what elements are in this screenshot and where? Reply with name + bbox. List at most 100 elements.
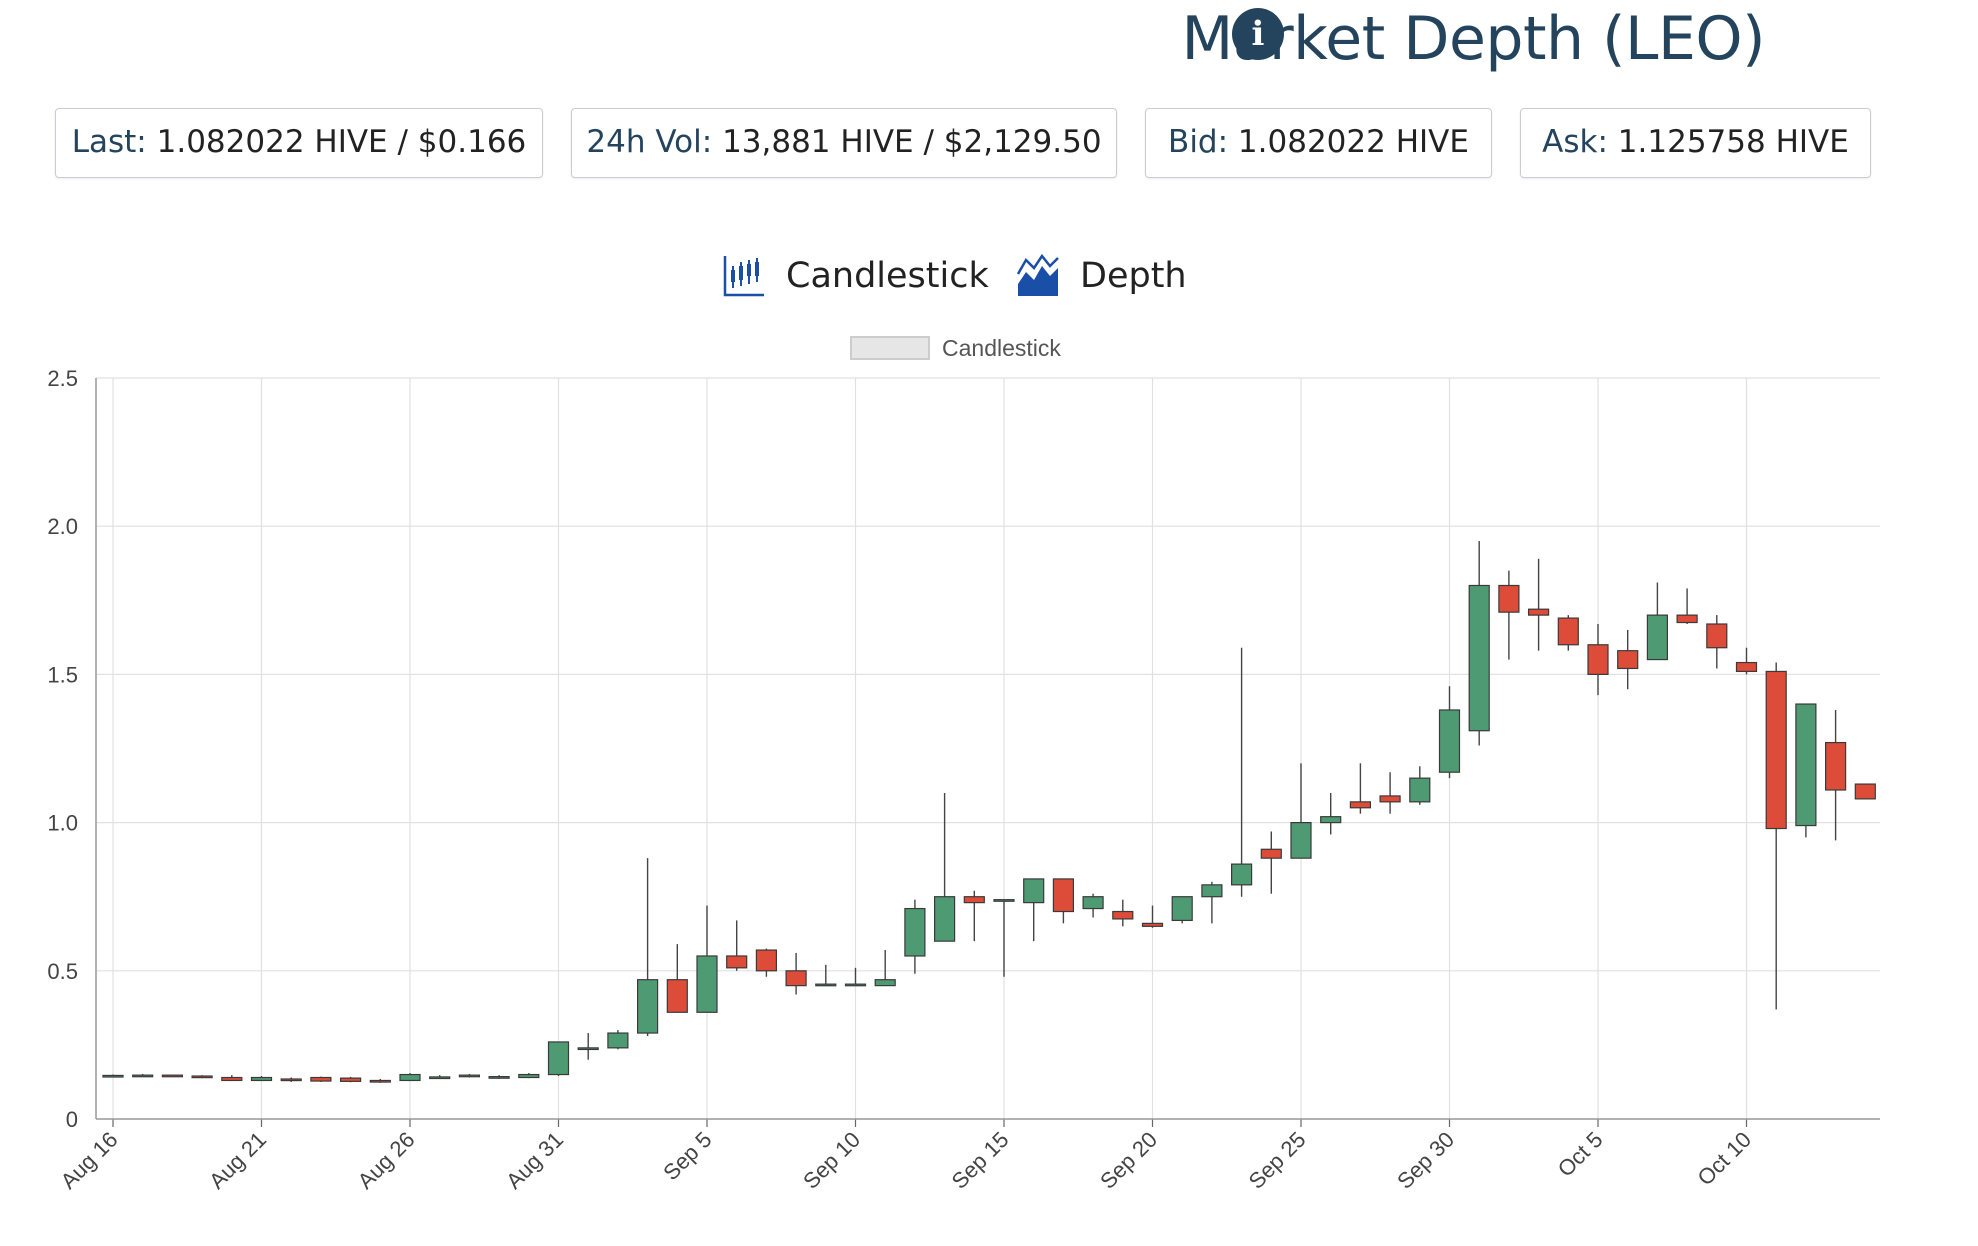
candlestick-chart-icon [723,256,764,297]
candle [993,899,1015,977]
candle [1112,899,1134,927]
candle-body [1201,884,1223,898]
x-tick-label: Sep 10 [798,1127,865,1194]
candle [1171,896,1193,924]
candle-body [1557,617,1579,646]
candle-body [815,983,837,987]
candle [102,1074,124,1078]
candle-body [1379,795,1401,803]
candle [369,1078,391,1083]
candle-body [250,1076,273,1082]
y-tick-label: 0 [66,1107,78,1132]
candle-body [1230,863,1253,886]
candle [1082,893,1104,918]
candle [1795,703,1817,838]
tab-candlestick[interactable]: Candlestick [722,248,989,304]
tab-depth[interactable]: Depth [1016,248,1187,304]
candle-body [488,1076,510,1079]
candle-body [1854,783,1876,800]
candle [1854,783,1876,800]
candle-body [607,1032,629,1049]
candle-body [369,1079,391,1083]
bid-box: Bid: 1.082022 HIVE [1145,108,1492,178]
candle-body [518,1073,540,1079]
candle [1230,647,1253,897]
ask-box: Ask: 1.125758 HIVE [1520,108,1871,178]
candle-body [696,955,718,1013]
area-chart-icon [1016,254,1059,296]
x-tick-label: Aug 26 [353,1127,420,1194]
candle [963,890,985,942]
candle-body [429,1076,451,1080]
x-tick-label: Oct 10 [1693,1127,1757,1191]
candle-body [1468,584,1490,732]
candle [1290,763,1312,859]
candle-body [458,1074,480,1078]
last-price-box: Last: 1.082022 HIVE / $0.166 [55,108,543,178]
candle-body [1141,922,1164,927]
ask-label: Ask: [1542,124,1608,160]
candle-body [547,1041,570,1076]
candle [904,899,926,974]
candle-body [1052,878,1075,913]
candle [280,1077,302,1082]
candle [577,1033,599,1060]
candle-body [1824,741,1847,791]
candle-body [1765,670,1787,830]
candlestick-chart: 0 0.5 1.0 1.5 2.0 2.5 Aug 16 Aug 21 Aug 26 Aug 31… [47,366,1880,1194]
candle-body [577,1047,599,1051]
x-tick-label: Sep 25 [1244,1127,1311,1194]
candle-body [1676,614,1698,624]
candle [726,920,748,971]
volume-value: 13,881 HIVE / $2,129.50 [722,124,1102,160]
tab-candlestick-label: Candlestick [786,256,989,296]
candle-body [161,1074,183,1078]
candle [399,1073,421,1082]
info-icon[interactable]: i [1232,8,1284,60]
y-tick-label: 2.5 [47,366,78,391]
candle-body [963,896,985,904]
candle [1765,662,1787,1010]
candle-body [132,1074,154,1078]
candle-body [1735,661,1758,673]
candle-body [102,1074,124,1078]
candle-body [1706,623,1728,649]
candle-body [340,1077,362,1082]
candle [518,1073,540,1079]
y-tick-label: 1.0 [47,811,78,836]
candle [1676,588,1698,625]
candle-body [993,899,1015,902]
candle [755,948,778,977]
candle [1201,881,1223,924]
chart-legend[interactable]: Candlestick [850,330,1061,366]
x-tick-label: Aug 21 [204,1127,271,1194]
candle [1706,615,1728,669]
candle [1557,615,1579,651]
candle-body [221,1076,243,1082]
candle-body [399,1073,421,1082]
candle [1468,541,1490,746]
candle-body [1498,584,1520,613]
candle-body [1171,896,1193,922]
candle [844,967,867,987]
candle-body [280,1078,302,1082]
candle-body [1438,709,1461,773]
volume-box: 24h Vol: 13,881 HIVE / $2,129.50 [571,108,1117,178]
candle [1141,905,1164,928]
candle [132,1073,154,1078]
volume-label: 24h Vol: [586,124,713,160]
candle-body [1260,848,1282,859]
x-tick-label: Sep 30 [1392,1127,1459,1194]
candle-body [904,907,926,957]
candle-body [1112,910,1134,920]
candle-body [1617,650,1639,670]
candle-body [874,979,896,987]
candle-body [844,983,867,987]
candle [1379,772,1401,814]
last-value: 1.082022 HIVE / $0.166 [156,124,527,160]
candle [1498,570,1520,660]
candle-body [636,979,659,1034]
candle [310,1076,332,1082]
candle [1587,624,1609,696]
bid-value: 1.082022 HIVE [1237,124,1469,160]
